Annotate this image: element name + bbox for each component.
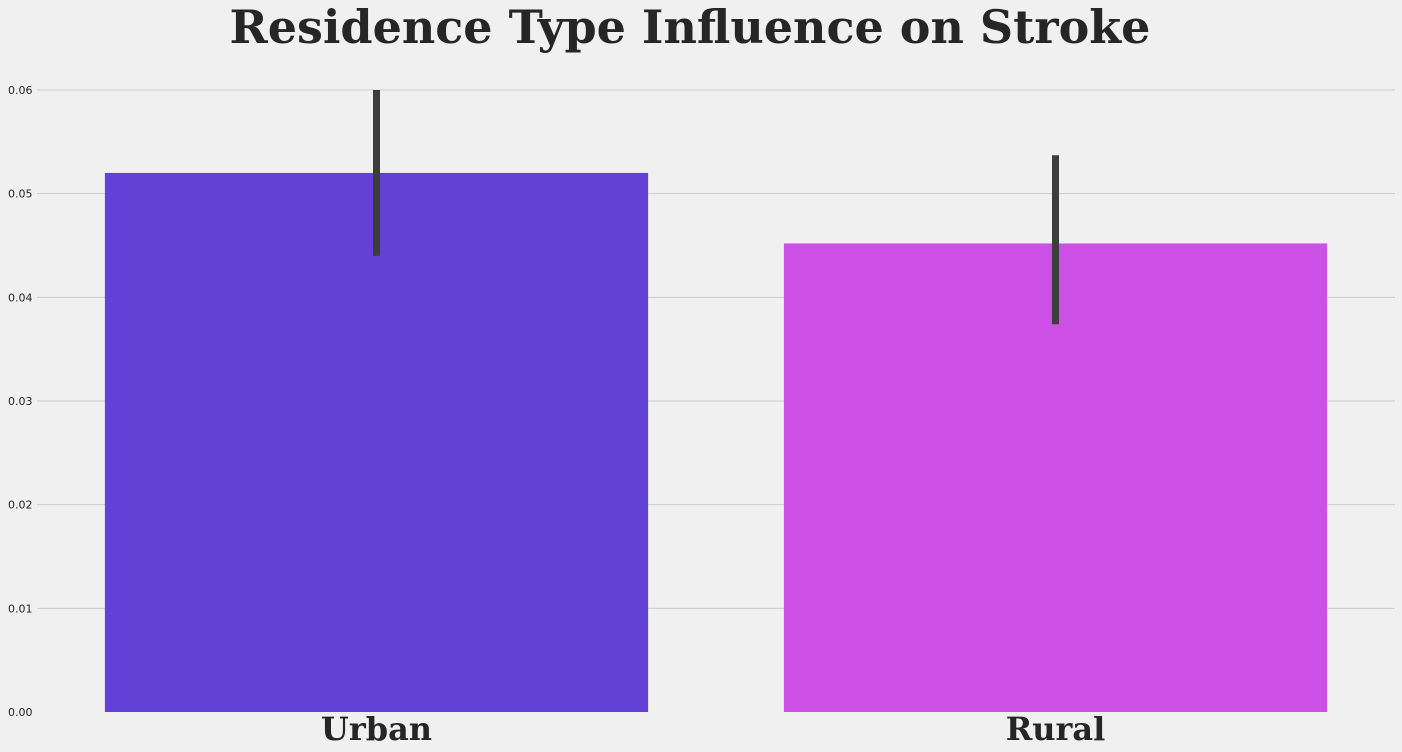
y-tick-label: 0.00: [8, 706, 33, 719]
y-tick-label: 0.02: [8, 499, 33, 512]
x-axis-ticks: Urban Rural: [321, 710, 1105, 748]
y-tick-label: 0.05: [8, 188, 33, 201]
y-axis-ticks: 0.00 0.01 0.02 0.03 0.04 0.05 0.06: [8, 84, 33, 719]
x-tick-label: Urban: [321, 710, 432, 748]
chart-title: Residence Type Influence on Stroke: [230, 0, 1151, 54]
error-bars: [373, 90, 1059, 325]
y-tick-label: 0.06: [8, 84, 33, 97]
bars: [104, 172, 1328, 712]
y-tick-label: 0.03: [8, 395, 33, 408]
y-tick-label: 0.04: [8, 291, 33, 304]
x-tick-label: Rural: [1006, 710, 1106, 748]
bar-urban: [104, 172, 649, 712]
y-tick-label: 0.01: [8, 602, 33, 615]
